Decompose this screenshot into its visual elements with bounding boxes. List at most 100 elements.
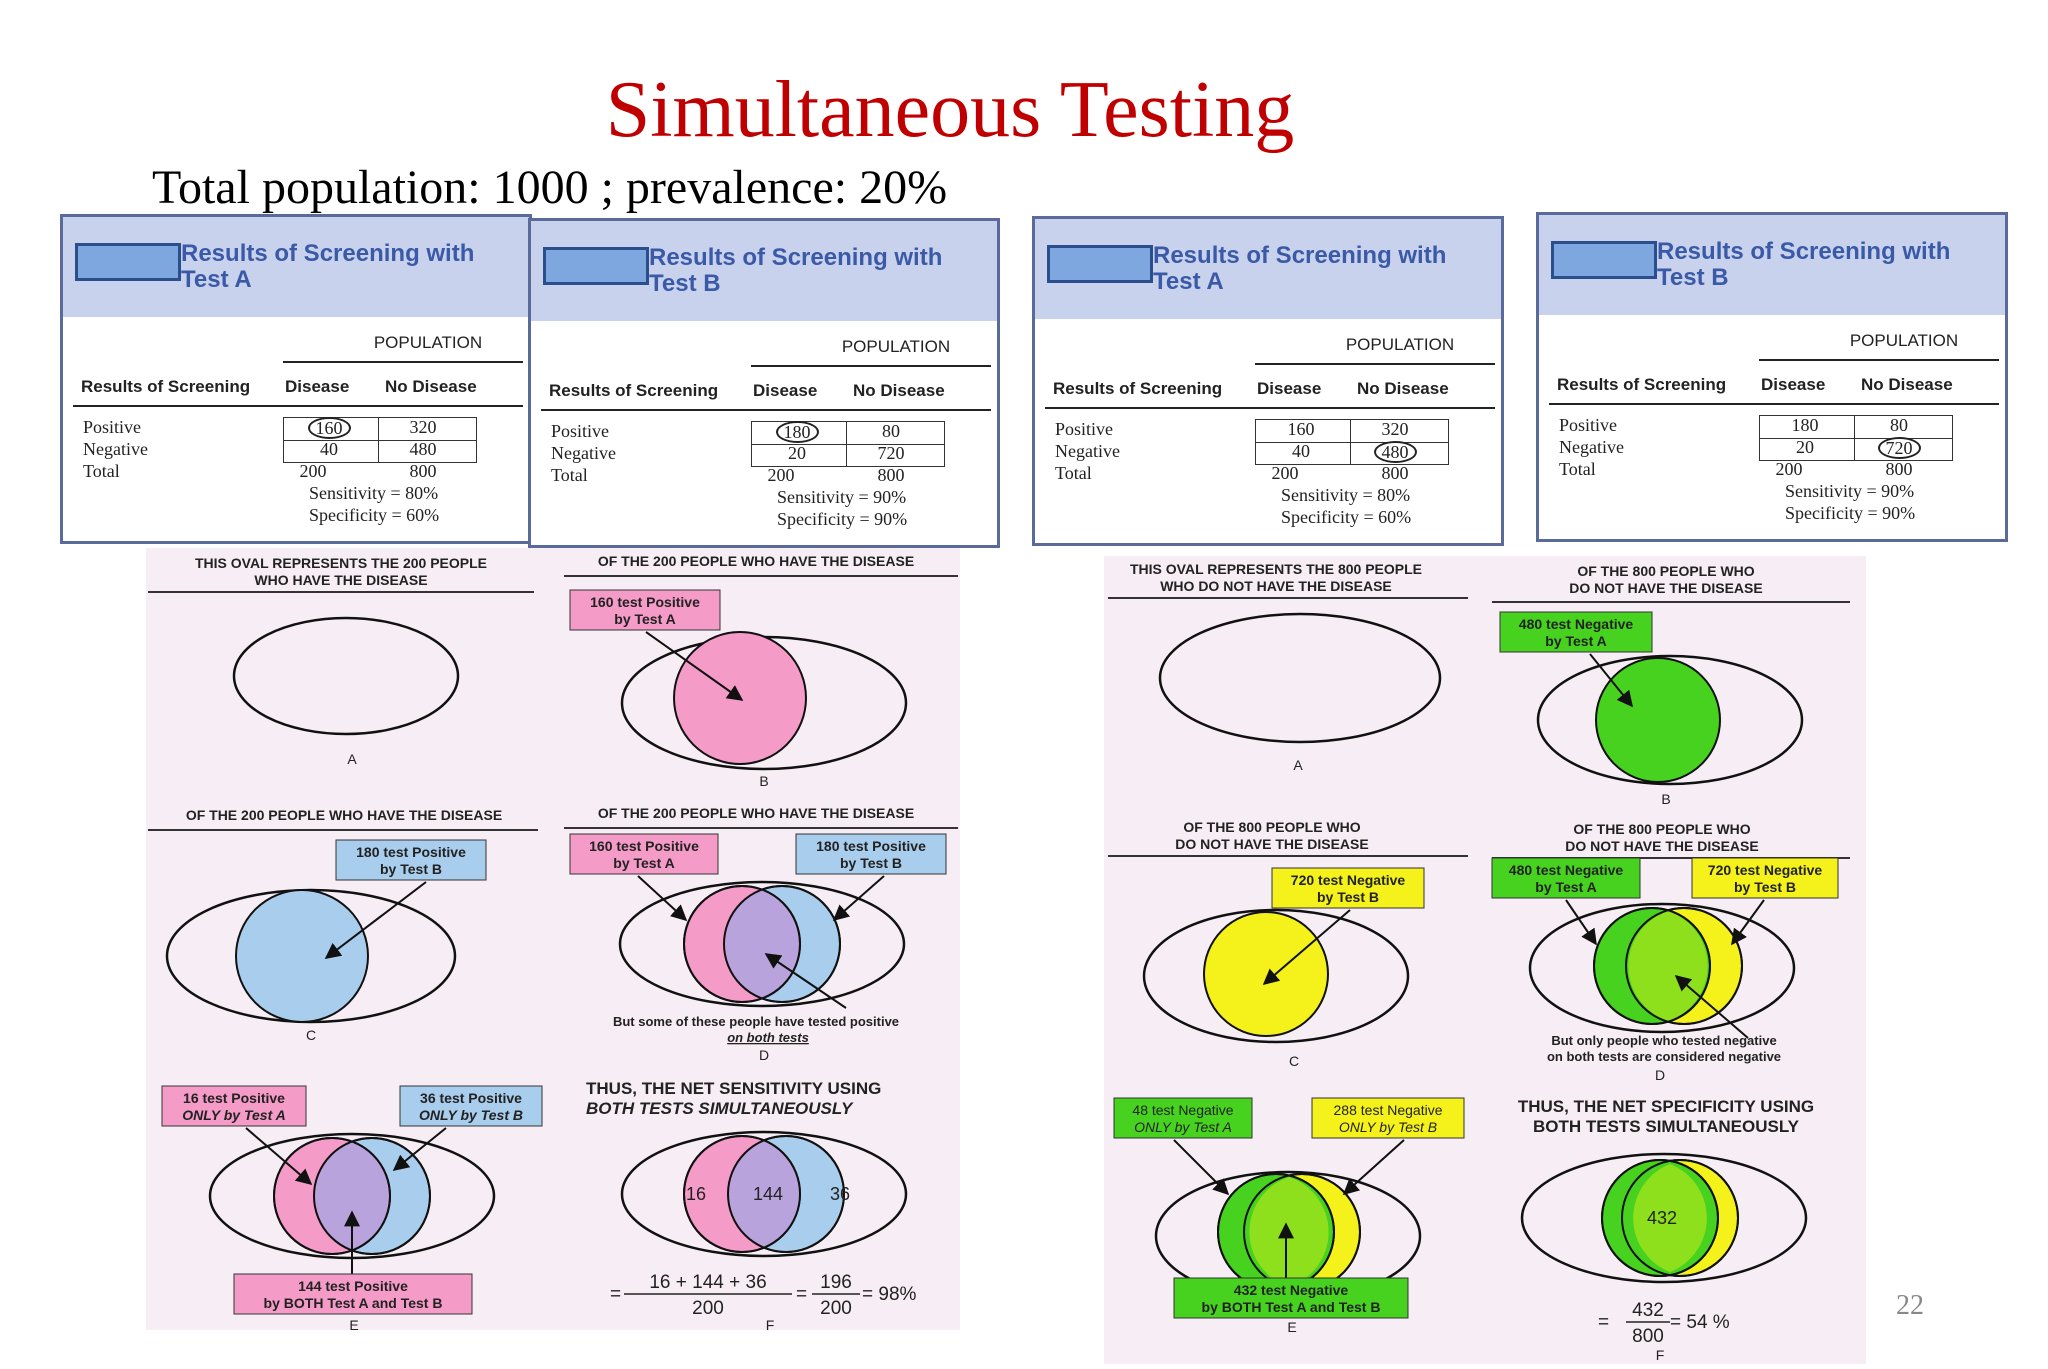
table-specificity: Specificity = 90% (777, 509, 908, 529)
table-specificity: Specificity = 60% (309, 505, 440, 525)
table-cell-neg-nd: 480 (409, 439, 437, 459)
table-cell-tot-d: 200 (767, 465, 795, 485)
spec-c-letter: C (1289, 1053, 1299, 1069)
spec-e-label-b-1: 288 test Negative (1334, 1102, 1443, 1118)
sens-d-note-2: on both tests (727, 1030, 809, 1045)
table-col-results: Results of Screening (1557, 375, 1727, 394)
sens-f-right: 36 (830, 1184, 850, 1204)
sens-f-letter: F (766, 1317, 775, 1330)
table-cell-tot-d: 200 (299, 461, 327, 481)
table-cell-pos-d: 160 (289, 417, 369, 439)
table-cell-pos-d: 180 (1791, 415, 1819, 435)
spec-f-heading-1: THUS, THE NET SPECIFICITY USING (1518, 1097, 1814, 1116)
table-cell-tot-nd: 800 (1381, 463, 1409, 483)
table-col-results: Results of Screening (81, 377, 251, 396)
spec-e-label-both-1: 432 test Negative (1234, 1282, 1349, 1298)
sens-f-den2: 200 (820, 1298, 852, 1319)
table-population-label: POPULATION (373, 333, 483, 352)
spec-a-oval (1158, 612, 1442, 744)
table-col-disease: Disease (1257, 379, 1322, 398)
table-population-label: POPULATION (1345, 335, 1455, 354)
sens-e-letter: E (349, 1317, 358, 1330)
spec-e-label-b-2: ONLY by Test B (1339, 1119, 1437, 1135)
sensitivity-diagram: THIS OVAL REPRESENTS THE 200 PEOPLE WHO … (148, 553, 958, 1333)
sens-f-num2: 196 (820, 1272, 852, 1293)
table-sensitivity: Sensitivity = 80% (309, 483, 439, 503)
spec-b-circle-a (1595, 657, 1721, 783)
sens-d-heading: OF THE 200 PEOPLE WHO HAVE THE DISEASE (598, 805, 914, 821)
spec-b-label-2: by Test A (1545, 633, 1606, 649)
table-cell-neg-d: 20 (1796, 437, 1814, 457)
table-cell-pos-nd: 80 (1890, 415, 1908, 435)
table-row-negative: Negative (1559, 437, 1624, 457)
table-title-swatch (75, 243, 181, 281)
table-title: Results of Screening with Test A (1153, 242, 1447, 295)
table-title: Results of Screening with Test B (649, 244, 943, 297)
table-col-no-disease: No Disease (1357, 379, 1449, 398)
spec-f-num: 432 (1632, 1300, 1664, 1321)
sens-f-eq2: = (796, 1284, 807, 1305)
spec-d-heading-1: OF THE 800 PEOPLE WHO (1573, 821, 1750, 837)
table-col-results: Results of Screening (1053, 379, 1223, 398)
table-row-positive: Positive (83, 417, 142, 437)
table-col-disease: Disease (1761, 375, 1826, 394)
sensitivity-diagram-panel: THIS OVAL REPRESENTS THE 200 PEOPLE WHO … (146, 548, 960, 1333)
table-row-total: Total (1559, 459, 1596, 479)
table-cell-tot-nd: 800 (877, 465, 905, 485)
table-population-label: POPULATION (1849, 331, 1959, 350)
table-cell-tot-nd: 800 (409, 461, 437, 481)
spec-c-heading-2: DO NOT HAVE THE DISEASE (1175, 836, 1368, 852)
table-title-swatch (1047, 245, 1153, 283)
spec-c-label-1: 720 test Negative (1291, 872, 1406, 888)
specificity-diagram: THIS OVAL REPRESENTS THE 800 PEOPLE WHO … (1108, 561, 1850, 1363)
table-row-positive: Positive (1559, 415, 1618, 435)
sens-c-circle-b (235, 889, 369, 1023)
table-population-label: POPULATION (841, 337, 951, 356)
screening-table: Results of Screening with Test A POPULATI… (60, 214, 532, 544)
sens-f-heading-2: BOTH TESTS SIMULTANEOUSLY (586, 1099, 854, 1118)
table-col-no-disease: No Disease (1861, 375, 1953, 394)
spec-f-result: = 54 % (1670, 1312, 1730, 1333)
table-row-positive: Positive (551, 421, 610, 441)
sens-d-label-a-2: by Test A (613, 855, 674, 871)
sens-e-label-a-1: 16 test Positive (183, 1090, 285, 1106)
spec-f-letter: F (1656, 1347, 1665, 1363)
table-row-total: Total (1055, 463, 1092, 483)
spec-d-letter: D (1655, 1067, 1665, 1083)
table-cell-neg-nd: 480 (1355, 441, 1435, 463)
sens-e-label-b-2: ONLY by Test B (419, 1107, 523, 1123)
sens-d-label-a-1: 160 test Positive (589, 838, 699, 854)
table-cell-pos-d: 160 (1287, 419, 1315, 439)
table-cell-neg-d: 40 (1292, 441, 1310, 461)
spec-b-letter: B (1661, 791, 1670, 807)
spec-d-label-b-2: by Test B (1734, 879, 1796, 895)
sens-f-left: 16 (686, 1184, 706, 1204)
sens-c-letter: C (306, 1027, 316, 1043)
table-row-total: Total (551, 465, 588, 485)
sens-f-heading-1: THUS, THE NET SENSITIVITY USING (586, 1079, 881, 1098)
spec-a-letter: A (1293, 757, 1303, 773)
sens-b-label-1: 160 test Positive (590, 594, 700, 610)
spec-e-label-a-1: 48 test Negative (1132, 1102, 1233, 1118)
table-col-disease: Disease (285, 377, 350, 396)
table-row-positive: Positive (1055, 419, 1114, 439)
sens-f-den: 200 (692, 1298, 724, 1319)
spec-f-den: 800 (1632, 1326, 1664, 1347)
sens-b-letter: B (759, 773, 768, 789)
spec-e-letter: E (1287, 1319, 1296, 1335)
spec-d-heading-2: DO NOT HAVE THE DISEASE (1565, 838, 1758, 854)
table-cell-tot-d: 200 (1271, 463, 1299, 483)
table-col-results: Results of Screening (549, 381, 719, 400)
table-specificity: Specificity = 90% (1785, 503, 1916, 523)
table-col-no-disease: No Disease (385, 377, 477, 396)
table-cell-pos-nd: 320 (1381, 419, 1409, 439)
table-cell-pos-d: 180 (757, 421, 837, 443)
spec-a-heading-2: WHO DO NOT HAVE THE DISEASE (1160, 578, 1392, 594)
sens-a-oval (232, 616, 460, 736)
spec-c-heading-1: OF THE 800 PEOPLE WHO (1183, 819, 1360, 835)
spec-c-circle-b (1203, 911, 1329, 1037)
sens-d-note-1: But some of these people have tested pos… (613, 1014, 899, 1029)
sens-f-result: = 98% (862, 1284, 917, 1305)
sens-c-label-1: 180 test Positive (356, 844, 466, 860)
slide-number: 22 (1896, 1290, 1924, 1321)
